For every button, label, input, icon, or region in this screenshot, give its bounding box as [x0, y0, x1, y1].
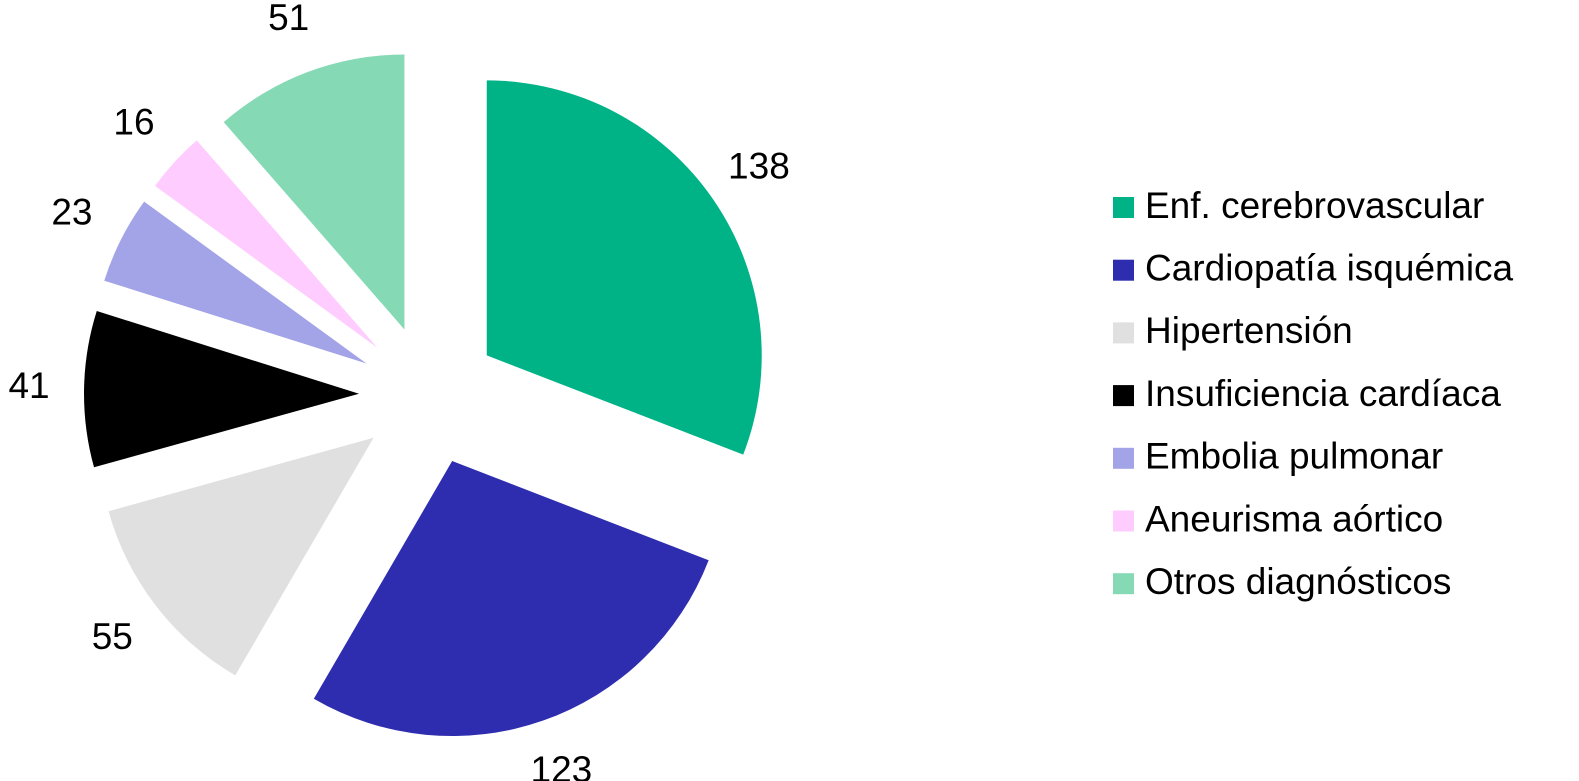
data-label: 16 [113, 102, 154, 143]
legend-label: Enf. cerebrovascular [1145, 185, 1484, 226]
data-label: 138 [728, 146, 790, 187]
data-label: 123 [531, 749, 593, 781]
legend-label: Insuficiencia cardíaca [1145, 373, 1501, 414]
data-label: 41 [8, 365, 49, 406]
data-label: 51 [268, 0, 309, 38]
pie-slice [313, 461, 709, 737]
pie-slice [223, 54, 405, 330]
legend-swatch [1113, 322, 1134, 344]
legend-label: Otros diagnósticos [1145, 561, 1451, 602]
pie-slice [486, 80, 762, 455]
data-label: 23 [51, 192, 92, 233]
legend-swatch [1113, 259, 1134, 281]
pie-slice [104, 201, 367, 364]
legend-label: Hipertensión [1145, 310, 1353, 351]
legend-swatch [1113, 197, 1134, 218]
legend-swatch [1113, 573, 1134, 595]
pie-slice [84, 310, 360, 468]
pie-slice [155, 140, 378, 348]
legend-label: Cardiopatía isquémica [1145, 247, 1514, 288]
pie-slice [108, 437, 374, 676]
legend-swatch [1113, 447, 1134, 469]
legend-label: Embolia pulmonar [1145, 436, 1443, 477]
data-label: 55 [92, 616, 133, 657]
legend-label: Aneurisma aórtico [1145, 498, 1443, 539]
legend-swatch [1113, 385, 1134, 407]
legend-swatch [1113, 510, 1134, 532]
